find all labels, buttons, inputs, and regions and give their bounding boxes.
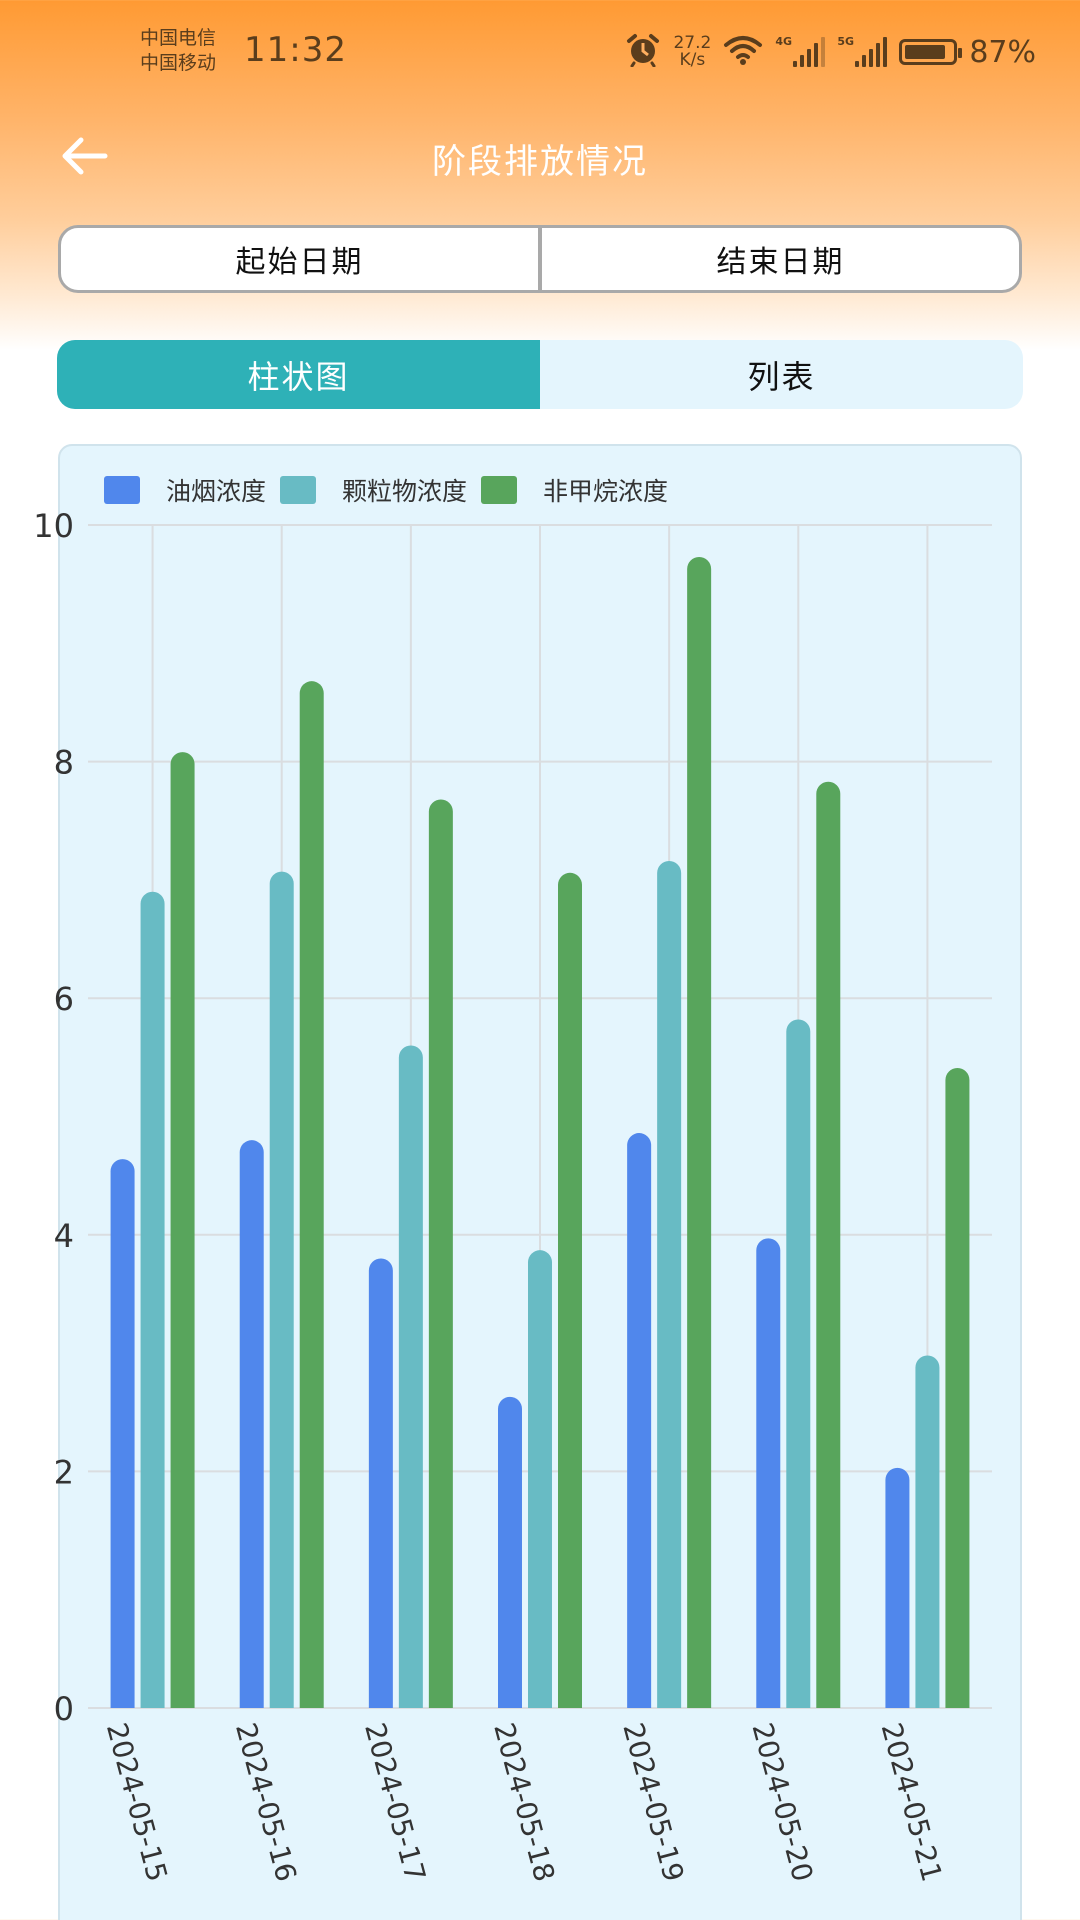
carrier-info: 中国电信 中国移动 bbox=[140, 26, 216, 76]
status-bar: 中国电信 中国移动 11:32 27.2 K/s 4 bbox=[0, 0, 1080, 100]
legend-swatch bbox=[481, 476, 518, 504]
status-icons: 27.2 K/s 4G 5G 87% bbox=[625, 30, 1036, 74]
end-date-button[interactable]: 结束日期 bbox=[716, 245, 845, 280]
legend-item-oil-fume[interactable]: 油烟浓度 bbox=[104, 472, 266, 508]
battery-percent: 87% bbox=[969, 34, 1036, 70]
signal-5g-icon: 5G bbox=[837, 35, 888, 67]
wifi-icon bbox=[723, 34, 763, 70]
back-button[interactable] bbox=[54, 130, 114, 182]
carrier-1: 中国电信 bbox=[140, 27, 217, 49]
net-speed: 27.2 K/s bbox=[673, 33, 712, 70]
divider bbox=[538, 228, 542, 290]
clock: 11:32 bbox=[244, 30, 347, 70]
legend-swatch bbox=[104, 476, 140, 504]
carrier-2: 中国移动 bbox=[140, 52, 217, 74]
chart-legend: 油烟浓度 颗粒物浓度 非甲烷浓度 bbox=[104, 472, 682, 508]
view-tabs: 柱状图 列表 bbox=[57, 340, 1023, 409]
tab-list[interactable]: 列表 bbox=[747, 357, 816, 396]
nav-bar: 阶段排放情况 bbox=[0, 120, 1080, 192]
arrow-left-icon bbox=[62, 137, 108, 175]
alarm-icon bbox=[625, 33, 661, 71]
tab-bar-chart[interactable]: 柱状图 bbox=[57, 340, 540, 409]
signal-4g-icon: 4G bbox=[775, 35, 826, 67]
date-range-selector: 起始日期 结束日期 bbox=[58, 225, 1022, 293]
battery-icon bbox=[899, 39, 963, 65]
chart-card: 油烟浓度 颗粒物浓度 非甲烷浓度 bbox=[58, 444, 1022, 1920]
legend-item-nmhc[interactable]: 非甲烷浓度 bbox=[481, 472, 668, 508]
legend-swatch bbox=[280, 476, 317, 504]
legend-item-particulate[interactable]: 颗粒物浓度 bbox=[280, 472, 467, 508]
page-title: 阶段排放情况 bbox=[432, 142, 648, 182]
start-date-button[interactable]: 起始日期 bbox=[235, 245, 364, 280]
